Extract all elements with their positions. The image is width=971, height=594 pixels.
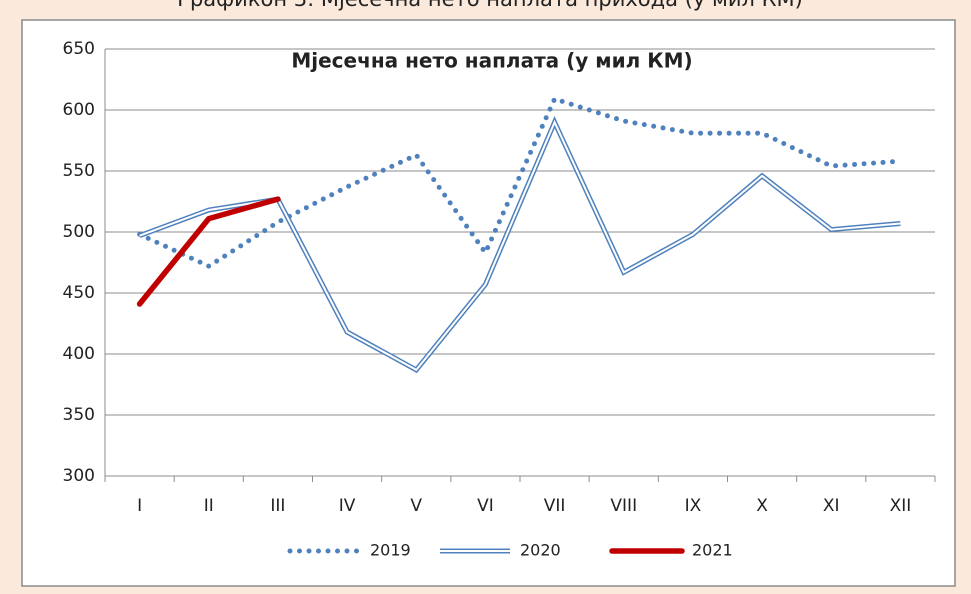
legend-label: 2020 [520,541,561,560]
line-series [136,196,281,307]
chart-frame [21,19,956,587]
x-tick-label: II [204,496,214,516]
chart-title: Мјесечна нето наплата (у мил КМ) [291,49,692,73]
x-tick-label: V [410,496,422,516]
y-tick-label: 500 [63,222,95,242]
x-tick-label: VII [544,496,566,516]
caption: Графикон 3: Мјесечна нето наплата приход… [177,0,803,11]
y-tick-label: 400 [63,344,95,364]
y-tick-label: 300 [63,466,95,486]
x-tick-label: I [137,496,142,516]
x-tick-label: VIII [610,496,637,516]
legend-label: 2021 [692,541,733,560]
y-tick-label: 550 [63,161,95,181]
legend-label: 2019 [370,541,411,560]
x-tick-label: VI [477,496,494,516]
y-tick-label: 450 [63,283,95,303]
x-tick-label: XII [890,496,912,516]
y-tick-label: 350 [63,405,95,425]
x-tick-label: X [756,496,768,516]
x-tick-label: III [270,496,285,516]
x-tick-label: IX [685,496,702,516]
y-tick-label: 650 [63,39,95,59]
y-tick-label: 600 [63,100,95,120]
x-tick-label: XI [823,496,840,516]
x-tick-label: IV [339,496,356,516]
line-series [137,95,903,270]
